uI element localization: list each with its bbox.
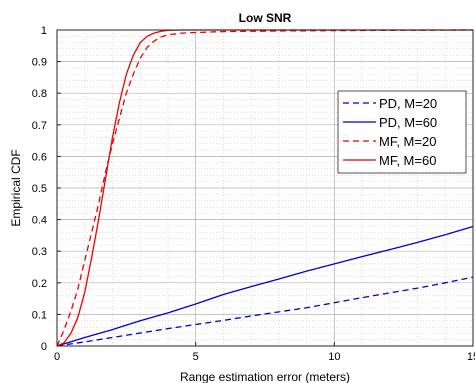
y-tick-label: 0.5	[32, 183, 47, 195]
x-axis-label: Range estimation error (meters)	[180, 370, 350, 383]
legend-box	[337, 90, 467, 174]
legend: PD, M=20 PD, M=60 MF, M=20 MF, M=60	[337, 90, 467, 174]
x-tick-label: 10	[328, 351, 340, 363]
y-tick-label: 0.7	[32, 120, 47, 132]
series-line-3	[56, 29, 474, 347]
y-tick-label: 0.9	[32, 57, 47, 69]
y-tick-label: 0.3	[32, 246, 47, 258]
y-tick-label: 0.2	[32, 278, 47, 290]
y-tick-label: 0.6	[32, 151, 47, 163]
y-tick-label: 0.8	[32, 88, 47, 100]
x-tick-label: 5	[193, 351, 199, 363]
legend-entry-1: PD, M=20	[379, 96, 437, 111]
legend-entry-3: MF, M=20	[379, 134, 436, 149]
y-tick-label: 1	[41, 25, 47, 37]
x-tick-label: 0	[54, 351, 60, 363]
chart-title: Low SNR	[239, 11, 292, 25]
y-tick-label: 0.1	[32, 309, 47, 321]
x-tick-label: 15	[467, 351, 475, 363]
y-tick-label: 0	[41, 341, 47, 353]
legend-entry-2: PD, M=60	[379, 115, 437, 130]
y-axis-label: Empirical CDF	[9, 149, 23, 226]
ticks	[56, 29, 474, 347]
y-tick-label: 0.4	[32, 215, 47, 227]
series-line-1	[56, 276, 474, 347]
series-line-2	[56, 225, 474, 347]
tick-labels: 0 5 10 15 0 0.1 0.2 0.3 0.4 0.5 0.6 0.7 0.8 0.9 1	[32, 25, 475, 363]
legend-entry-4: MF, M=60	[379, 153, 436, 168]
